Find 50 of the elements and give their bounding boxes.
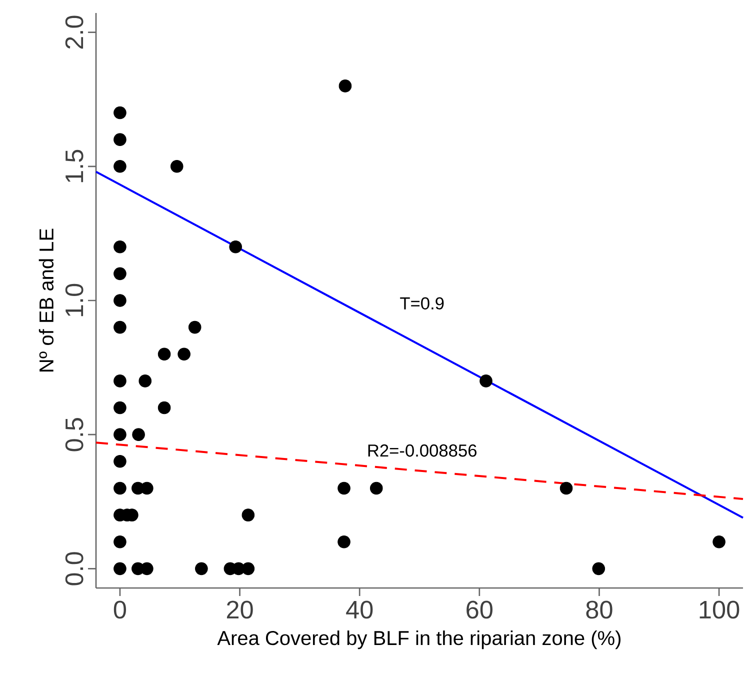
point <box>138 374 152 388</box>
point <box>158 348 171 361</box>
point <box>338 535 350 548</box>
y-tick-label: 0.5 <box>65 418 84 452</box>
point <box>560 482 573 495</box>
point <box>114 267 126 280</box>
point <box>114 374 126 388</box>
point <box>114 106 126 120</box>
point <box>114 240 126 254</box>
point <box>242 508 255 522</box>
y-tick-label: 1.5 <box>66 150 84 182</box>
y-tick-label: 0.0 <box>65 552 84 586</box>
x-axis-title: Area Covered by BLF in the riparian zone (%) <box>217 630 620 650</box>
point <box>114 133 126 146</box>
point <box>114 455 126 468</box>
x-tick-label: 0 <box>114 600 126 619</box>
point <box>242 562 255 576</box>
point <box>370 482 383 495</box>
x-tick-label: 60 <box>466 600 492 619</box>
y-tick-label: 1.0 <box>65 284 84 316</box>
point <box>114 320 126 334</box>
point <box>592 562 606 576</box>
point <box>170 160 184 173</box>
point <box>338 482 350 495</box>
point <box>195 562 208 576</box>
point <box>114 562 126 576</box>
point <box>140 562 154 576</box>
point <box>712 535 726 548</box>
point <box>132 428 145 441</box>
y-axis-title: Nº of EB and LE <box>38 228 54 372</box>
point <box>158 401 171 414</box>
point <box>114 401 126 414</box>
point <box>114 428 126 441</box>
point <box>114 160 126 173</box>
point <box>338 80 352 92</box>
point <box>114 294 126 307</box>
annotation: R2=-0.008856 <box>368 444 476 457</box>
x-tick-label: 80 <box>586 600 612 619</box>
point <box>229 240 242 254</box>
point <box>140 482 154 495</box>
point <box>114 482 126 495</box>
point <box>188 320 202 334</box>
x-tick-label: 40 <box>346 600 373 619</box>
point <box>480 374 492 388</box>
x-tick-label: 20 <box>226 600 253 619</box>
y-tick-label: 2.0 <box>65 16 84 49</box>
annotation: T=0.9 <box>400 297 444 310</box>
x-tick-label: 100 <box>700 600 740 619</box>
point <box>114 535 126 548</box>
point <box>178 348 190 361</box>
